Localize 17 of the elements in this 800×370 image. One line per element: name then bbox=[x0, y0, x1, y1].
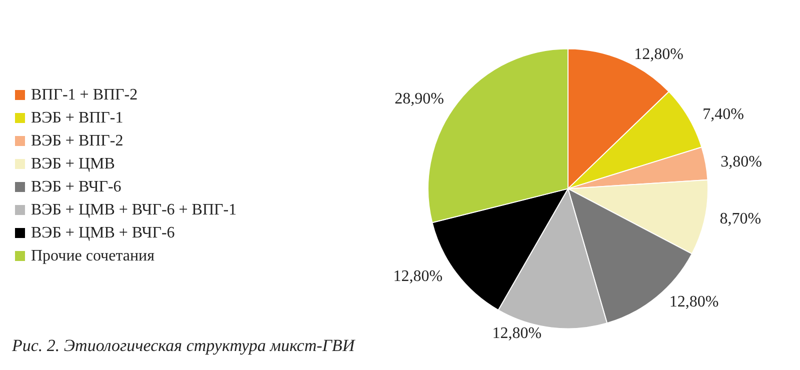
data-label: 8,70% bbox=[720, 210, 762, 228]
legend-label: ВЭБ + ЦМВ + ВЧГ-6 bbox=[31, 224, 175, 242]
legend-label: Прочие сочетания bbox=[31, 248, 156, 264]
data-label: 12,80% bbox=[492, 325, 542, 342]
data-label: 12,80% bbox=[393, 268, 443, 286]
data-label: 12,80% bbox=[634, 46, 684, 63]
legend-label: ВЭБ + ВПГ-2 bbox=[31, 132, 124, 150]
data-label: 7,40% bbox=[702, 106, 744, 123]
legend-label: ВЭБ + ВЧГ-6 bbox=[31, 178, 122, 196]
text: Рис. 2. Этиологическая структура микст-ГВИ bbox=[11, 336, 356, 355]
legend-label: ВЭБ + ВПГ-1 bbox=[31, 110, 124, 126]
legend-label: ВЭБ + ЦМВ bbox=[31, 156, 115, 172]
data-label: 12,80% bbox=[669, 293, 719, 310]
data-label: 3,80% bbox=[720, 154, 762, 171]
legend-label: ВПГ-1 + ВПГ-2 bbox=[31, 86, 138, 104]
data-label: 28,90% bbox=[394, 90, 444, 108]
legend-label: ВЭБ + ЦМВ + ВЧГ-6 + ВПГ-1 bbox=[31, 202, 237, 218]
